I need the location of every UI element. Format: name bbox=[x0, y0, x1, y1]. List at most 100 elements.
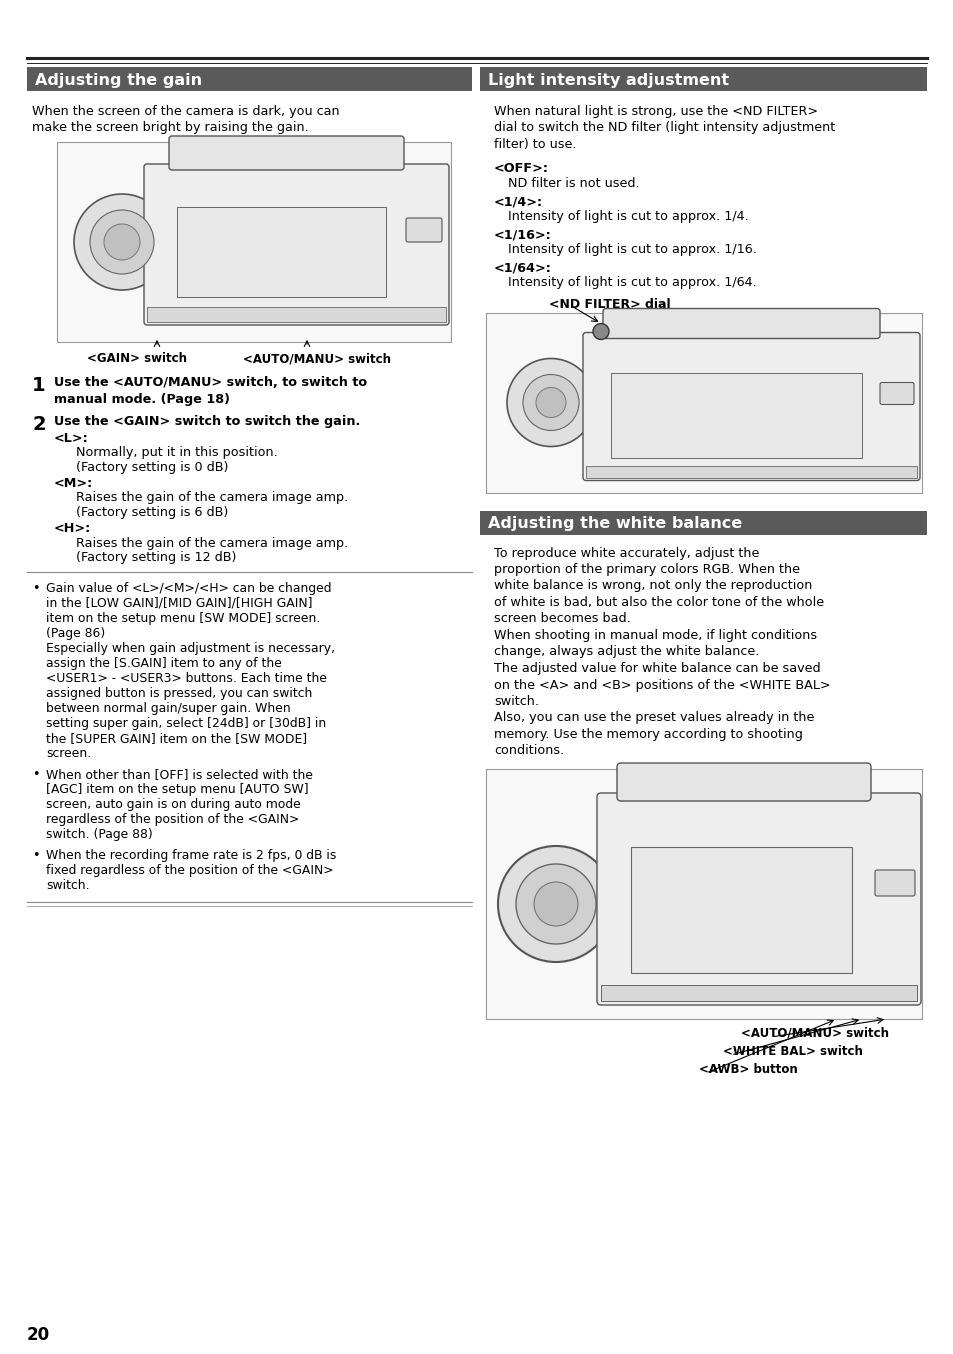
Text: manual mode. (Page 18): manual mode. (Page 18) bbox=[54, 393, 230, 405]
Bar bbox=[479, 66, 926, 91]
Bar bbox=[585, 466, 916, 478]
Text: •: • bbox=[32, 849, 39, 862]
FancyBboxPatch shape bbox=[582, 333, 919, 481]
Text: When the screen of the camera is dark, you can: When the screen of the camera is dark, y… bbox=[32, 106, 339, 118]
Bar bbox=[147, 307, 446, 322]
Text: <AWB> button: <AWB> button bbox=[699, 1063, 797, 1076]
Text: <AUTO/MANU> switch: <AUTO/MANU> switch bbox=[740, 1026, 888, 1040]
Text: Light intensity adjustment: Light intensity adjustment bbox=[488, 73, 728, 88]
Text: Intensity of light is cut to approx. 1/4.: Intensity of light is cut to approx. 1/4… bbox=[507, 210, 748, 223]
Text: Especially when gain adjustment is necessary,: Especially when gain adjustment is neces… bbox=[46, 642, 335, 655]
Text: between normal gain/super gain. When: between normal gain/super gain. When bbox=[46, 701, 291, 715]
Text: proportion of the primary colors RGB. When the: proportion of the primary colors RGB. Wh… bbox=[494, 563, 800, 575]
Text: memory. Use the memory according to shooting: memory. Use the memory according to shoo… bbox=[494, 728, 802, 741]
Bar bbox=[479, 510, 926, 535]
Text: Also, you can use the preset values already in the: Also, you can use the preset values alre… bbox=[494, 711, 814, 724]
FancyBboxPatch shape bbox=[169, 135, 403, 171]
FancyBboxPatch shape bbox=[617, 764, 870, 802]
Bar bbox=[600, 984, 916, 1001]
Circle shape bbox=[497, 846, 614, 961]
Bar bbox=[630, 848, 851, 974]
Text: 2: 2 bbox=[32, 414, 46, 435]
Text: <ND FILTER> dial: <ND FILTER> dial bbox=[548, 298, 670, 311]
Text: <AUTO/MANU> switch: <AUTO/MANU> switch bbox=[243, 352, 391, 366]
Text: conditions.: conditions. bbox=[494, 745, 563, 757]
Text: <1/64>:: <1/64>: bbox=[494, 261, 551, 275]
Text: When shooting in manual mode, if light conditions: When shooting in manual mode, if light c… bbox=[494, 630, 817, 642]
Text: Intensity of light is cut to approx. 1/16.: Intensity of light is cut to approx. 1/1… bbox=[507, 242, 756, 256]
Text: When natural light is strong, use the <ND FILTER>: When natural light is strong, use the <N… bbox=[494, 106, 818, 118]
Text: fixed regardless of the position of the <GAIN>: fixed regardless of the position of the … bbox=[46, 864, 334, 877]
Text: (Factory setting is 12 dB): (Factory setting is 12 dB) bbox=[76, 551, 236, 565]
Bar bbox=[610, 372, 862, 458]
FancyBboxPatch shape bbox=[879, 382, 913, 405]
Text: <L>:: <L>: bbox=[54, 432, 89, 444]
Text: (Factory setting is 6 dB): (Factory setting is 6 dB) bbox=[76, 506, 228, 519]
Circle shape bbox=[536, 387, 565, 417]
Text: Raises the gain of the camera image amp.: Raises the gain of the camera image amp. bbox=[76, 492, 348, 505]
Circle shape bbox=[593, 324, 608, 340]
Text: To reproduce white accurately, adjust the: To reproduce white accurately, adjust th… bbox=[494, 547, 759, 559]
Text: <USER1> - <USER3> buttons. Each time the: <USER1> - <USER3> buttons. Each time the bbox=[46, 672, 327, 685]
Text: change, always adjust the white balance.: change, always adjust the white balance. bbox=[494, 646, 759, 658]
Text: Normally, put it in this position.: Normally, put it in this position. bbox=[76, 445, 277, 459]
Text: setting super gain, select [24dB] or [30dB] in: setting super gain, select [24dB] or [30… bbox=[46, 718, 326, 730]
Circle shape bbox=[90, 210, 153, 274]
Text: switch. (Page 88): switch. (Page 88) bbox=[46, 829, 152, 841]
Bar bbox=[57, 142, 451, 343]
Circle shape bbox=[516, 864, 596, 944]
Text: 1: 1 bbox=[32, 376, 46, 395]
Text: Raises the gain of the camera image amp.: Raises the gain of the camera image amp. bbox=[76, 538, 348, 550]
Text: (Page 86): (Page 86) bbox=[46, 627, 105, 640]
Text: Adjusting the gain: Adjusting the gain bbox=[35, 73, 202, 88]
Text: make the screen bright by raising the gain.: make the screen bright by raising the ga… bbox=[32, 122, 309, 134]
Text: Use the <GAIN> switch to switch the gain.: Use the <GAIN> switch to switch the gain… bbox=[54, 414, 360, 428]
Text: <1/16>:: <1/16>: bbox=[494, 229, 551, 241]
Text: assign the [S.GAIN] item to any of the: assign the [S.GAIN] item to any of the bbox=[46, 657, 281, 670]
Text: switch.: switch. bbox=[46, 879, 90, 892]
Bar bbox=[485, 769, 921, 1020]
FancyBboxPatch shape bbox=[602, 309, 879, 338]
Text: dial to switch the ND filter (light intensity adjustment: dial to switch the ND filter (light inte… bbox=[494, 122, 835, 134]
Text: Intensity of light is cut to approx. 1/64.: Intensity of light is cut to approx. 1/6… bbox=[507, 276, 756, 288]
Bar bbox=[485, 313, 921, 493]
Text: of white is bad, but also the color tone of the whole: of white is bad, but also the color tone… bbox=[494, 596, 823, 609]
FancyBboxPatch shape bbox=[874, 871, 914, 896]
Text: Use the <AUTO/MANU> switch, to switch to: Use the <AUTO/MANU> switch, to switch to bbox=[54, 376, 367, 389]
Text: screen.: screen. bbox=[46, 747, 91, 760]
Text: the [SUPER GAIN] item on the [SW MODE]: the [SUPER GAIN] item on the [SW MODE] bbox=[46, 733, 307, 745]
Circle shape bbox=[534, 881, 578, 926]
Text: <GAIN> switch: <GAIN> switch bbox=[87, 352, 187, 366]
Text: When other than [OFF] is selected with the: When other than [OFF] is selected with t… bbox=[46, 768, 313, 781]
Text: assigned button is pressed, you can switch: assigned button is pressed, you can swit… bbox=[46, 686, 312, 700]
Text: ND filter is not used.: ND filter is not used. bbox=[507, 177, 639, 190]
Text: (Factory setting is 0 dB): (Factory setting is 0 dB) bbox=[76, 460, 228, 474]
Text: Gain value of <L>/<M>/<H> can be changed: Gain value of <L>/<M>/<H> can be changed bbox=[46, 582, 331, 594]
Text: on the <A> and <B> positions of the <WHITE BAL>: on the <A> and <B> positions of the <WHI… bbox=[494, 678, 830, 692]
Text: <H>:: <H>: bbox=[54, 523, 91, 535]
Text: [AGC] item on the setup menu [AUTO SW]: [AGC] item on the setup menu [AUTO SW] bbox=[46, 783, 309, 796]
Text: When the recording frame rate is 2 fps, 0 dB is: When the recording frame rate is 2 fps, … bbox=[46, 849, 336, 862]
Circle shape bbox=[104, 223, 140, 260]
Text: <WHITE BAL> switch: <WHITE BAL> switch bbox=[722, 1045, 862, 1057]
Text: •: • bbox=[32, 768, 39, 781]
Text: •: • bbox=[32, 582, 39, 594]
Text: switch.: switch. bbox=[494, 695, 538, 708]
Bar bbox=[27, 66, 472, 91]
Text: in the [LOW GAIN]/[MID GAIN]/[HIGH GAIN]: in the [LOW GAIN]/[MID GAIN]/[HIGH GAIN] bbox=[46, 597, 313, 611]
FancyBboxPatch shape bbox=[406, 218, 441, 242]
Text: <OFF>:: <OFF>: bbox=[494, 162, 548, 176]
Text: regardless of the position of the <GAIN>: regardless of the position of the <GAIN> bbox=[46, 812, 299, 826]
Text: Adjusting the white balance: Adjusting the white balance bbox=[488, 516, 741, 531]
Text: item on the setup menu [SW MODE] screen.: item on the setup menu [SW MODE] screen. bbox=[46, 612, 320, 626]
Bar bbox=[177, 207, 386, 297]
FancyBboxPatch shape bbox=[597, 793, 920, 1005]
Text: <1/4>:: <1/4>: bbox=[494, 195, 542, 209]
Text: filter) to use.: filter) to use. bbox=[494, 138, 576, 152]
FancyBboxPatch shape bbox=[144, 164, 449, 325]
Text: white balance is wrong, not only the reproduction: white balance is wrong, not only the rep… bbox=[494, 580, 812, 593]
Circle shape bbox=[74, 194, 170, 290]
Text: <M>:: <M>: bbox=[54, 477, 93, 490]
Text: screen becomes bad.: screen becomes bad. bbox=[494, 612, 630, 626]
Text: 20: 20 bbox=[27, 1326, 51, 1345]
